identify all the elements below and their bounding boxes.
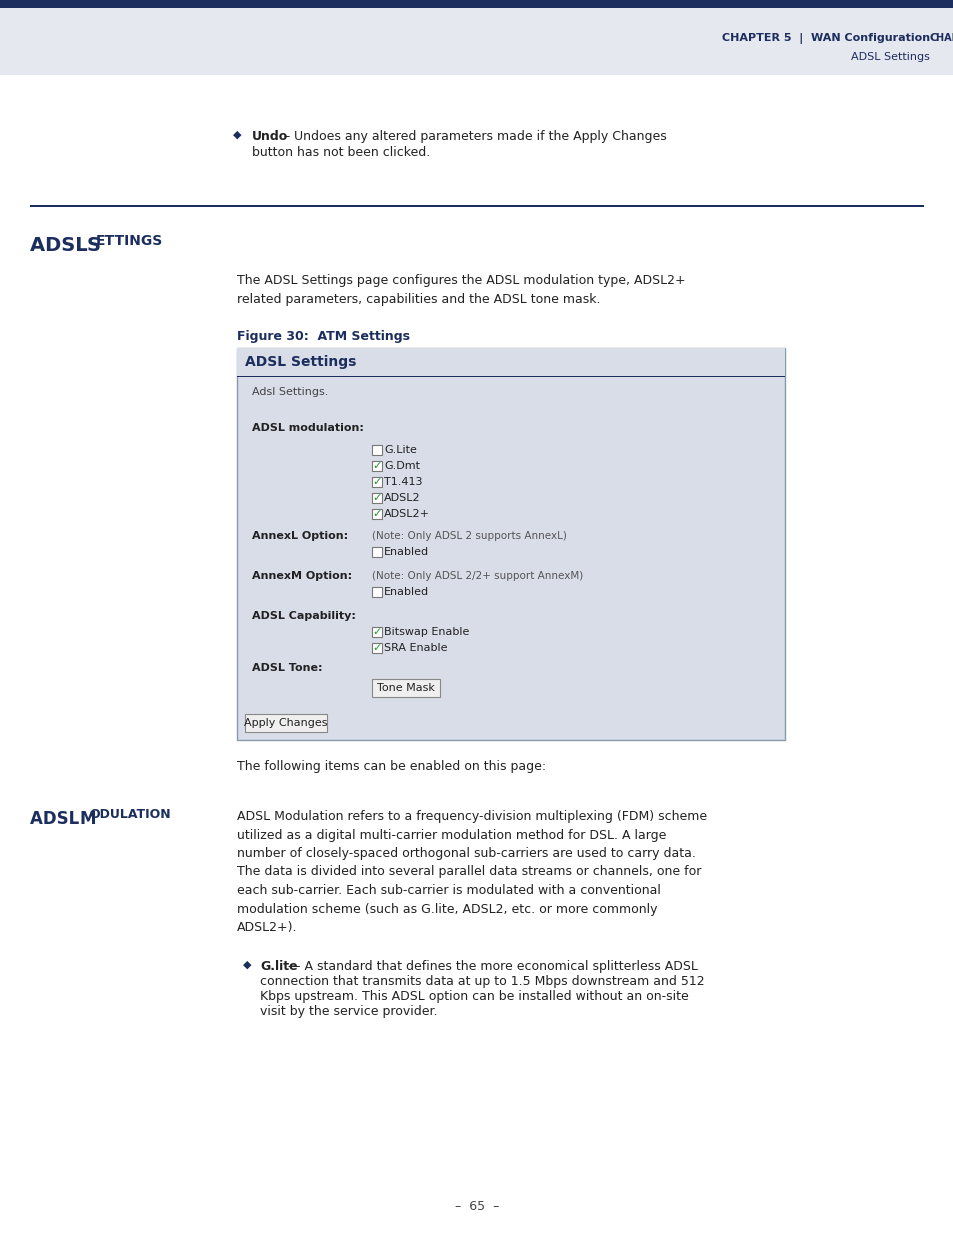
Text: The following items can be enabled on this page:: The following items can be enabled on th… [236,760,545,773]
Text: Bitswap Enable: Bitswap Enable [384,627,469,637]
Text: Undo: Undo [252,130,288,143]
Text: button has not been clicked.: button has not been clicked. [252,146,430,159]
Text: G.lite: G.lite [260,960,297,973]
Text: ✓: ✓ [372,643,381,653]
Text: Enabled: Enabled [384,547,429,557]
Text: Adsl Settings.: Adsl Settings. [252,387,328,396]
Bar [372,477,381,487]
Text: AnnexL Option:: AnnexL Option: [252,531,348,541]
Text: Figure 30:  ATM Settings: Figure 30: ATM Settings [236,330,410,343]
Bar [372,461,381,471]
Bar [372,509,381,519]
Text: The ADSL Settings page configures the ADSL modulation type, ADSL2+
related param: The ADSL Settings page configures the AD… [236,274,685,306]
Bar [0,0,953,42]
Text: S: S [87,236,101,254]
Bar [236,348,784,375]
Text: Kbps upstream. This ADSL option can be installed without an on-site: Kbps upstream. This ADSL option can be i… [260,990,688,1003]
Text: ADSL Settings: ADSL Settings [245,354,356,369]
Bar [372,587,381,597]
Bar [372,679,439,697]
Text: ADSL: ADSL [30,236,94,254]
Text: Undoes any altered parameters made if the Apply Changes: Undoes any altered parameters made if th… [294,130,666,143]
Text: ADSL: ADSL [30,810,85,827]
Bar [30,205,923,207]
Text: ETTINGS: ETTINGS [96,233,163,248]
Text: ◆: ◆ [242,960,251,969]
Text: Enabled: Enabled [384,587,429,597]
Bar [236,348,784,740]
Text: (Note: Only ADSL 2 supports AnnexL): (Note: Only ADSL 2 supports AnnexL) [372,531,566,541]
Text: T1.413: T1.413 [384,477,422,487]
Text: ✓: ✓ [372,493,381,503]
Text: SRA Enable: SRA Enable [384,643,447,653]
Text: –  65  –: – 65 – [455,1200,498,1214]
Text: ADSL Tone:: ADSL Tone: [252,663,322,673]
Text: G.Lite: G.Lite [384,445,416,454]
Text: (Note: Only ADSL 2/2+ support AnnexM): (Note: Only ADSL 2/2+ support AnnexM) [372,571,582,580]
Text: G.Dmt: G.Dmt [384,461,419,471]
Text: visit by the service provider.: visit by the service provider. [260,1005,437,1018]
Text: ◆: ◆ [233,130,241,140]
Bar [372,627,381,637]
Bar [236,375,784,377]
Text: AnnexM Option:: AnnexM Option: [252,571,352,580]
Text: M: M [80,810,96,827]
Text: ODULATION: ODULATION [89,808,171,821]
Text: ✓: ✓ [372,477,381,487]
Text: ADSL2+: ADSL2+ [384,509,430,519]
Bar [372,643,381,653]
Text: Apply Changes: Apply Changes [244,718,328,727]
Bar [372,493,381,503]
Text: ✓: ✓ [372,627,381,637]
Bar [245,714,327,732]
Text: C: C [929,33,937,43]
Bar [0,7,953,75]
Bar [0,0,953,7]
Text: ADSL Settings: ADSL Settings [850,52,929,62]
Text: — A standard that defines the more economical splitterless ADSL: — A standard that defines the more econo… [288,960,698,973]
Bar [372,445,381,454]
Text: ADSL modulation:: ADSL modulation: [252,424,363,433]
Text: ✓: ✓ [372,509,381,519]
Bar [372,547,381,557]
Text: ADSL Modulation refers to a frequency-division multiplexing (FDM) scheme
utilize: ADSL Modulation refers to a frequency-di… [236,810,706,934]
Text: Tone Mask: Tone Mask [376,683,435,693]
Text: HAPTER: HAPTER [935,33,953,43]
Text: ADSL Capability:: ADSL Capability: [252,611,355,621]
Text: ADSL2: ADSL2 [384,493,420,503]
Text: –: – [280,130,294,143]
Text: ✓: ✓ [372,461,381,471]
Text: connection that transmits data at up to 1.5 Mbps downstream and 512: connection that transmits data at up to … [260,974,704,988]
Text: CHAPTER 5  |  WAN Configuration: CHAPTER 5 | WAN Configuration [721,32,929,43]
